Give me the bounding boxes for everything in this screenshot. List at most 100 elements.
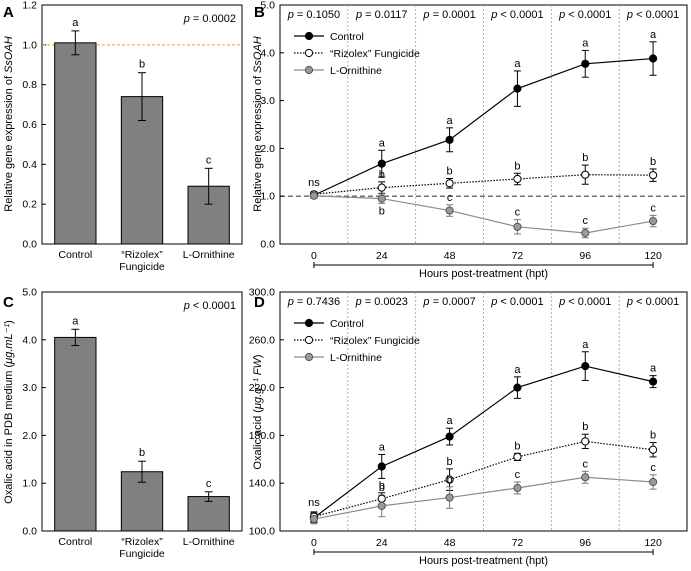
significance-letter-D: b: [447, 456, 453, 468]
y-tick-label-C: 1.0: [22, 478, 37, 490]
p-value-D: p = 0.7436: [287, 296, 340, 308]
data-point-B: [581, 59, 590, 68]
y-tick-label-B: 3.0: [260, 95, 275, 107]
series-line-B: [313, 57, 654, 196]
x-tick-label-B: 24: [376, 250, 388, 262]
y-tick-label-D: 100.0: [249, 526, 275, 538]
data-point-D: [377, 501, 386, 511]
ns-label-B: ns: [308, 177, 320, 189]
legend-marker-B: [304, 65, 314, 75]
legend-label-D: Control: [330, 318, 364, 330]
y-tick-label-A: 1.2: [22, 0, 37, 12]
significance-letter-C: a: [72, 315, 79, 327]
legend-marker-D: [304, 318, 314, 328]
data-point-B: [581, 170, 590, 179]
data-point-B: [309, 191, 319, 200]
x-category-label-A: “Rizolex”: [121, 249, 163, 261]
data-point-D: [648, 477, 658, 487]
significance-letter-D: b: [379, 480, 385, 492]
significance-letter-B: b: [379, 205, 385, 217]
data-point-B: [377, 159, 386, 168]
y-tick-label-C: 2.0: [22, 430, 37, 442]
significance-letter-B: c: [583, 215, 589, 227]
data-point-D: [648, 377, 658, 386]
data-point-D: [581, 361, 590, 371]
bar-A: [54, 42, 97, 245]
y-tick-label-D: 140.0: [249, 478, 275, 490]
significance-letter-B: a: [447, 115, 454, 127]
data-point-D: [581, 473, 590, 482]
significance-letter-D: b: [650, 430, 656, 442]
significance-letter-B: a: [582, 37, 589, 49]
p-value-B: p = 0.0001: [422, 9, 475, 21]
y-tick-label-D: 220.0: [249, 382, 275, 394]
y-tick-label-D: 260.0: [249, 334, 275, 346]
x-category-label-C: Control: [58, 536, 92, 548]
y-tick-label-D: 300.0: [249, 287, 275, 299]
data-point-B: [513, 174, 522, 184]
data-point-D: [581, 437, 590, 446]
significance-letter-B: b: [582, 152, 588, 164]
significance-letter-D: c: [583, 458, 589, 470]
significance-letter-D: b: [447, 474, 453, 486]
x-tick-label-D: 24: [376, 537, 388, 549]
significance-letter-C: b: [139, 447, 145, 459]
significance-letter-B: c: [447, 192, 453, 204]
bar-A: [120, 96, 164, 245]
panel-label-D: D: [254, 294, 265, 311]
y-tick-label-B: 5.0: [260, 0, 275, 12]
data-point-D: [445, 493, 454, 502]
legend-marker-B: [304, 31, 314, 41]
y-axis-label-D: Oxalic acid (μg.g⁻¹ FW): [252, 354, 264, 469]
significance-letter-A: c: [206, 154, 212, 166]
data-point-D: [513, 452, 522, 462]
p-value-B: p = 0.0117: [355, 9, 408, 21]
panel-label-B: B: [254, 4, 265, 21]
significance-letter-D: c: [650, 462, 656, 474]
x-tick-label-B: 48: [444, 250, 456, 262]
p-value-B: p = 0.1050: [287, 9, 340, 21]
data-point-D: [309, 514, 319, 524]
data-point-B: [648, 171, 658, 180]
significance-letter-B: c: [650, 202, 656, 214]
p-value-D: p < 0.0001: [626, 296, 679, 308]
data-point-B: [445, 179, 454, 188]
data-point-D: [648, 445, 658, 454]
p-value-D: p < 0.0001: [558, 296, 611, 308]
data-point-D: [445, 432, 454, 441]
series-line-D: [313, 365, 654, 519]
y-tick-label-A: 0.8: [22, 79, 37, 91]
y-axis-label-C: Oxalic acid in PDB medium (μg.mL⁻¹): [3, 320, 15, 504]
x-tick-label-B: 0: [311, 250, 317, 262]
significance-letter-A: b: [139, 59, 145, 71]
data-point-B: [377, 183, 386, 192]
significance-letter-B: b: [650, 156, 656, 168]
significance-letter-B: a: [650, 29, 657, 41]
y-tick-label-A: 1.0: [22, 39, 37, 51]
data-point-B: [445, 135, 454, 144]
x-category-label-A: Control: [58, 249, 92, 261]
significance-letter-C: c: [206, 478, 212, 490]
data-point-D: [377, 494, 386, 503]
p-value-B: p < 0.0001: [558, 9, 611, 21]
series-line-B: [313, 195, 654, 234]
significance-letter-B: b: [447, 166, 453, 178]
panel-label-A: A: [3, 4, 14, 21]
y-tick-label-A: 0.6: [22, 119, 37, 131]
y-tick-label-C: 0.0: [22, 526, 37, 538]
data-point-B: [581, 228, 590, 238]
significance-letter-D: b: [582, 421, 588, 433]
data-point-D: [377, 462, 386, 471]
significance-letter-D: c: [515, 469, 521, 481]
significance-letter-D: b: [514, 440, 520, 452]
legend-marker-D: [304, 335, 314, 345]
data-point-D: [445, 475, 454, 484]
data-point-B: [513, 222, 522, 231]
x-tick-label-D: 0: [311, 537, 317, 549]
data-point-D: [513, 383, 522, 392]
panel-label-C: C: [3, 294, 14, 311]
significance-letter-D: a: [514, 364, 521, 376]
y-tick-label-C: 5.0: [22, 287, 37, 299]
bar-C: [54, 336, 97, 532]
